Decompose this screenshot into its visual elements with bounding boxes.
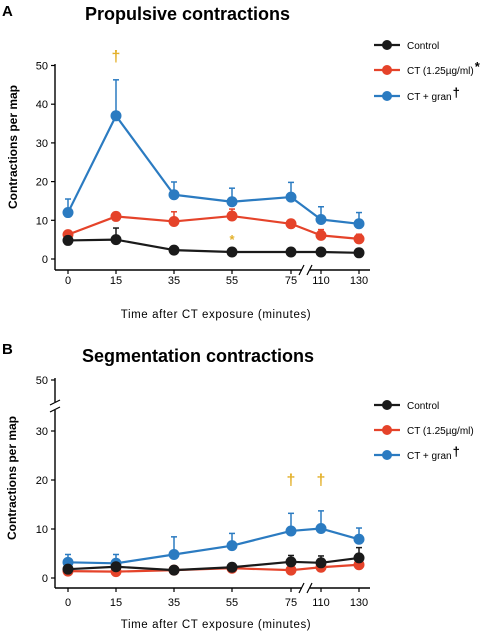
panel-b-x-tick-label: 55 [226,597,238,609]
panel-b-y-axis-break-mark [49,406,61,413]
panel-a-data-point-gran [110,110,122,122]
panel-a-x-tick-label: 130 [350,275,368,287]
panel-b-legend-swatch-dot [382,450,392,460]
panel-a-data-point-ct [226,210,238,222]
panel-b-x-tick-label: 75 [285,597,297,609]
panel-a-data-point-control [110,234,122,246]
panel-b-data-point-control [226,561,238,573]
panel-b-legend-label: Control [407,401,439,412]
panel-a-y-axis-label: Contractions per map [6,85,20,209]
panel-b-data-point-ct [285,564,297,576]
panel-a-x-tick-label: 35 [168,275,180,287]
panel-b-data-point-gran [168,548,180,560]
panel-b-y-tick-label: 10 [36,524,48,536]
panel-a-data-point-ct [315,229,327,241]
panel-b-data-point-control [315,557,327,569]
panel-a-y-tick-label: 20 [36,177,48,189]
panel-a-data-point-gran [62,207,74,219]
panel-a-data-point-ct [168,215,180,227]
panel-a-y-tick-label: 40 [36,99,48,111]
panel-b-y-axis-break-mark [49,399,61,406]
panel-a-data-point-gran [315,214,327,226]
panel-a-x-tick-label: 0 [65,275,71,287]
panel-a-legend-mark: † [453,85,460,100]
panel-a-data-point-control [62,234,74,246]
panel-a-legend-label: CT (1.25µg/ml) [407,66,474,77]
panel-a-x-axis-break-mark [298,264,305,276]
panel-b-legend-mark: † [453,444,460,459]
panel-a-label: A [2,3,13,20]
panel-a-data-point-control [353,247,365,259]
panel-b-data-point-control [62,563,74,575]
panel-a-data-point-control [285,246,297,258]
panel-b-x-axis-label: Time after CT exposure (minutes) [121,619,311,631]
panel-a-legend-label: Control [407,41,439,52]
panel-a-y-tick-label: 30 [36,138,48,150]
panel-b-data-point-gran [285,525,297,537]
panel-b-legend-swatch-dot [382,400,392,410]
panel-b-x-axis-break-mark [298,582,305,594]
panel-a-plot: 0 10 20 30 40 50 0 15 35 55 75 110 130 † * Control CT (1… [36,40,481,287]
panel-b-annotation-marker: † [317,472,326,489]
panel-b-title: Segmentation contractions [82,346,314,366]
panel-b-y-tick-label: 0 [42,573,48,585]
panel-a-x-axis-break-mark [306,264,313,276]
panel-a-legend-label: CT + gran [407,92,452,103]
panel-b-x-tick-label: 110 [312,597,330,609]
panel-a-title: Propulsive contractions [85,4,290,24]
panel-a-y-tick-label: 50 [36,61,48,73]
panel-a-x-tick-label: 15 [110,275,122,287]
panel-a-data-point-control [226,246,238,258]
panel-b-data-point-control [285,556,297,568]
panel-b-plot: 0 10 20 30 50 0 15 35 55 75 110 130 † † Control CT (1.2… [36,375,474,609]
panel-b-data-point-gran [353,533,365,545]
panel-a-annotation-marker: * [229,232,235,247]
panel-a-data-point-ct [110,210,122,222]
panel-b-x-axis-break-mark [306,582,313,594]
panel-b-data-point-control [110,561,122,573]
panel-a-data-point-gran [353,218,365,230]
panel-b-legend-swatch-dot [382,425,392,435]
panel-a-series-line-gran [67,114,360,225]
panel-b-data-point-gran [315,523,327,535]
panel-b-data-point-gran [226,540,238,552]
panel-a-data-point-control [168,244,180,256]
panel-a-legend-swatch-dot [382,40,392,50]
panel-b-label: B [2,341,13,358]
panel-b-data-point-control [353,552,365,564]
panel-b-x-tick-label: 35 [168,597,180,609]
panel-b-series-line-gran [67,527,360,565]
panel-b-annotation-marker: † [287,472,296,489]
panel-a-annotation-marker: † [112,49,121,66]
panel-b-x-tick-label: 0 [65,597,71,609]
panel-a-legend-mark: * [475,59,481,74]
panel-b-data-point-control [168,564,180,576]
panel-a-data-point-gran [226,196,238,208]
panel-b-y-tick-label: 50 [36,375,48,387]
panel-a-data-point-ct [353,233,365,245]
panel-a-data-point-control [315,246,327,258]
panel-a-x-tick-label: 110 [312,275,330,287]
panel-b-x-tick-label: 15 [110,597,122,609]
panel-b-x-tick-label: 130 [350,597,368,609]
panel-b-y-tick-label: 30 [36,426,48,438]
panel-a-data-point-gran [285,191,297,203]
panel-b-y-axis-label: Contractions per map [5,416,19,540]
panel-a-data-point-gran [168,189,180,201]
panel-b-legend-label: CT (1.25µg/ml) [407,426,474,437]
panel-a-x-tick-label: 75 [285,275,297,287]
panel-a-data-point-ct [285,218,297,230]
panel-b-y-tick-label: 20 [36,475,48,487]
panel-a-legend-swatch-dot [382,91,392,101]
panel-a-x-tick-label: 55 [226,275,238,287]
panel-a-legend-swatch-dot [382,65,392,75]
panel-a-y-tick-label: 10 [36,215,48,227]
panel-b-legend-label: CT + gran [407,451,452,462]
panel-a-x-axis-label: Time after CT exposure (minutes) [121,309,311,321]
panel-a-y-tick-label: 0 [42,254,48,266]
